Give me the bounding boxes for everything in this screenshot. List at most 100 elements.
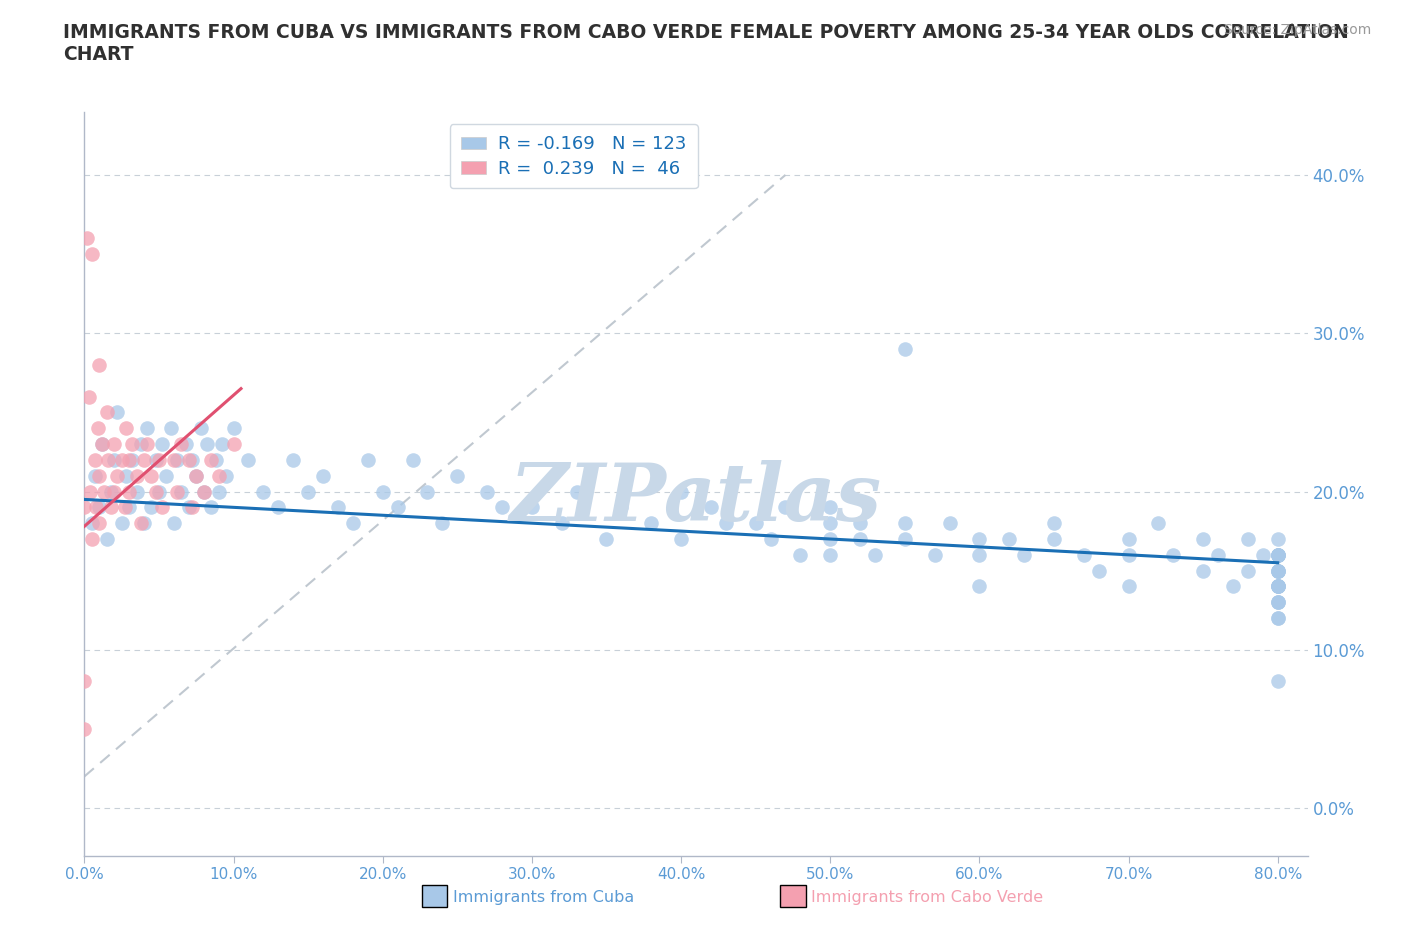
Point xyxy=(163,452,186,467)
Point xyxy=(1118,532,1140,547)
Point xyxy=(103,452,125,467)
Point xyxy=(1267,595,1289,610)
Point xyxy=(111,452,134,467)
Point xyxy=(714,516,737,531)
Point xyxy=(129,436,152,451)
Point xyxy=(193,485,215,499)
Point xyxy=(160,420,183,435)
Point xyxy=(1267,579,1289,594)
Point xyxy=(170,436,193,451)
Point xyxy=(1267,579,1289,594)
Point xyxy=(998,532,1021,547)
Point xyxy=(267,500,290,515)
Point xyxy=(195,436,218,451)
Point xyxy=(371,485,394,499)
Point xyxy=(1163,548,1185,563)
Point xyxy=(103,485,125,499)
Point xyxy=(186,468,208,483)
Point xyxy=(1267,548,1289,563)
Point xyxy=(387,500,409,515)
Point xyxy=(132,516,155,531)
Point xyxy=(1012,548,1035,563)
Point xyxy=(80,516,103,531)
Point xyxy=(491,500,513,515)
Point xyxy=(969,532,991,547)
Point xyxy=(115,468,138,483)
Point xyxy=(166,452,188,467)
Point xyxy=(640,516,662,531)
Point xyxy=(775,500,797,515)
Point xyxy=(105,405,128,419)
Point xyxy=(1267,564,1289,578)
Point xyxy=(252,485,274,499)
Point xyxy=(669,532,692,547)
Point xyxy=(204,452,226,467)
Point xyxy=(894,341,917,356)
Point xyxy=(1267,611,1289,626)
Point xyxy=(401,452,423,467)
Point xyxy=(938,516,960,531)
Point xyxy=(80,246,103,261)
Point xyxy=(222,420,245,435)
Point xyxy=(969,579,991,594)
Point xyxy=(863,548,886,563)
Point xyxy=(115,420,138,435)
Point xyxy=(1237,532,1260,547)
Point xyxy=(520,500,543,515)
Point xyxy=(77,389,100,404)
Point xyxy=(416,485,439,499)
Point xyxy=(849,516,872,531)
Point xyxy=(100,500,122,515)
Point xyxy=(610,500,633,515)
Point xyxy=(121,436,143,451)
Point xyxy=(141,500,163,515)
Point xyxy=(1251,548,1274,563)
Point xyxy=(207,468,229,483)
Point xyxy=(141,468,163,483)
Point xyxy=(1192,564,1215,578)
Point xyxy=(125,468,148,483)
Point xyxy=(1087,564,1109,578)
Point xyxy=(551,516,574,531)
Point xyxy=(96,405,118,419)
Point xyxy=(432,516,454,531)
Point xyxy=(83,468,105,483)
Point xyxy=(312,468,335,483)
Point xyxy=(1118,579,1140,594)
Point xyxy=(297,485,319,499)
Point xyxy=(700,500,723,515)
Point xyxy=(1267,548,1289,563)
Point xyxy=(1267,579,1289,594)
Point xyxy=(1118,548,1140,563)
Point xyxy=(1267,564,1289,578)
Point xyxy=(818,532,841,547)
Point xyxy=(1267,548,1289,563)
Point xyxy=(150,500,173,515)
Point xyxy=(211,436,233,451)
Point xyxy=(163,516,186,531)
Point xyxy=(475,485,498,499)
Point xyxy=(1267,564,1289,578)
Point xyxy=(177,452,200,467)
Point xyxy=(91,436,114,451)
Text: Immigrants from Cabo Verde: Immigrants from Cabo Verde xyxy=(811,890,1043,905)
Point xyxy=(1267,579,1289,594)
Point xyxy=(342,516,364,531)
Text: Immigrants from Cuba: Immigrants from Cuba xyxy=(453,890,634,905)
Point xyxy=(166,485,188,499)
Point xyxy=(1267,564,1289,578)
Point xyxy=(1043,532,1066,547)
Point xyxy=(111,516,134,531)
Point xyxy=(894,532,917,547)
Text: ZIPatlas: ZIPatlas xyxy=(510,459,882,538)
Point xyxy=(121,452,143,467)
Point xyxy=(1267,611,1289,626)
Point xyxy=(105,468,128,483)
Point xyxy=(595,532,617,547)
Point xyxy=(73,674,96,689)
Point xyxy=(818,548,841,563)
Point xyxy=(73,722,96,737)
Point xyxy=(1267,548,1289,563)
Point xyxy=(222,436,245,451)
Point xyxy=(894,516,917,531)
